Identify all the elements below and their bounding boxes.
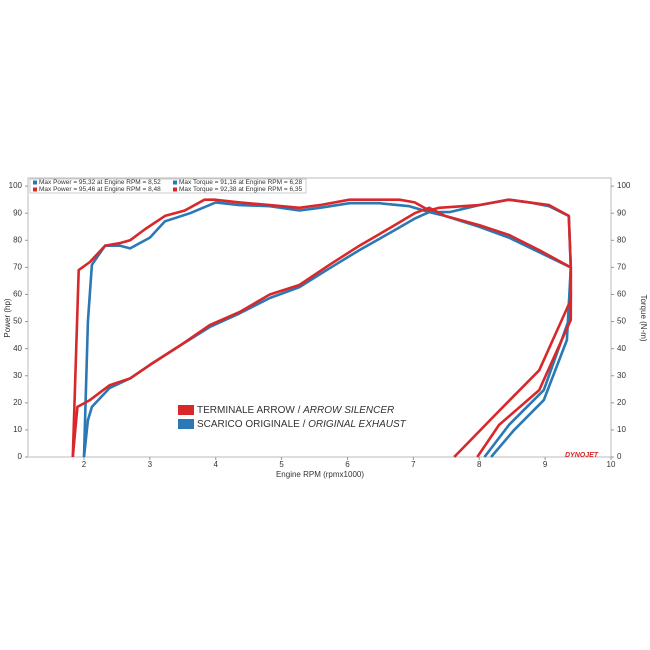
x-tick-label: 5: [279, 460, 284, 469]
legend-text-italic: ARROW SILENCER: [302, 405, 394, 416]
y2-tick-label: 20: [617, 398, 626, 407]
x-tick-label: 4: [214, 460, 219, 469]
x-tick-label: 9: [543, 460, 548, 469]
x-tick-label: 2: [82, 460, 87, 469]
stats-box: [29, 178, 307, 194]
stats-text: Max Torque = 91,16 at Engine RPM = 6,28: [179, 179, 302, 186]
stats-swatch: [173, 180, 177, 185]
y-tick-label: 20: [13, 398, 22, 407]
y2-tick-label: 30: [617, 371, 626, 380]
y2-tick-label: 80: [617, 235, 626, 244]
y-tick-label: 60: [13, 290, 22, 299]
x-tick-label: 8: [477, 460, 482, 469]
logo: DYNOJET: [565, 452, 599, 459]
series-line: [71, 206, 573, 458]
stats-text: Max Power = 95,32 at Engine RPM = 8,52: [39, 179, 161, 186]
y2-tick-label: 100: [617, 181, 631, 190]
y-tick-label: 90: [13, 208, 22, 217]
legend-label: TERMINALE ARROW / ARROW SILENCER: [197, 405, 394, 416]
legend-label: SCARICO ORIGINALE / ORIGINAL EXHAUST: [197, 419, 407, 430]
y2-axis-label: Torque (N-m): [639, 294, 648, 341]
stats-swatch: [33, 187, 37, 192]
y-tick-label: 80: [13, 235, 22, 244]
stats-swatch: [33, 180, 37, 185]
y2-tick-label: 60: [617, 290, 626, 299]
y2-tick-label: 40: [617, 344, 626, 353]
y2-tick-label: 50: [617, 317, 626, 326]
x-tick-label: 7: [411, 460, 416, 469]
legend-text-italic: ORIGINAL EXHAUST: [308, 419, 407, 430]
stats-text: Max Torque = 92,38 at Engine RPM = 6,35: [179, 186, 302, 193]
y-tick-label: 40: [13, 344, 22, 353]
y-tick-label: 0: [18, 452, 23, 461]
x-axis-label: Engine RPM (rpmx1000): [276, 470, 364, 479]
y2-tick-label: 0: [617, 452, 622, 461]
stats-swatch: [173, 187, 177, 192]
x-tick-label: 3: [148, 460, 153, 469]
y-axis-label: Power (hp): [3, 298, 12, 337]
stats-text: Max Power = 95,46 at Engine RPM = 8,48: [39, 186, 161, 193]
y-tick-label: 70: [13, 262, 22, 271]
y-tick-label: 10: [13, 425, 22, 434]
y-tick-label: 50: [13, 317, 22, 326]
x-tick-label: 10: [607, 460, 616, 469]
y2-tick-label: 10: [617, 425, 626, 434]
legend-swatch: [178, 419, 194, 429]
y2-tick-label: 70: [617, 262, 626, 271]
y-tick-label: 30: [13, 371, 22, 380]
x-tick-label: 6: [345, 460, 350, 469]
y-tick-label: 100: [9, 181, 23, 190]
legend-text: TERMINALE ARROW /: [197, 405, 301, 416]
legend-text: SCARICO ORIGINALE /: [197, 419, 306, 430]
series-line: [71, 198, 573, 458]
y2-tick-label: 90: [617, 208, 626, 217]
legend-swatch: [178, 405, 194, 415]
